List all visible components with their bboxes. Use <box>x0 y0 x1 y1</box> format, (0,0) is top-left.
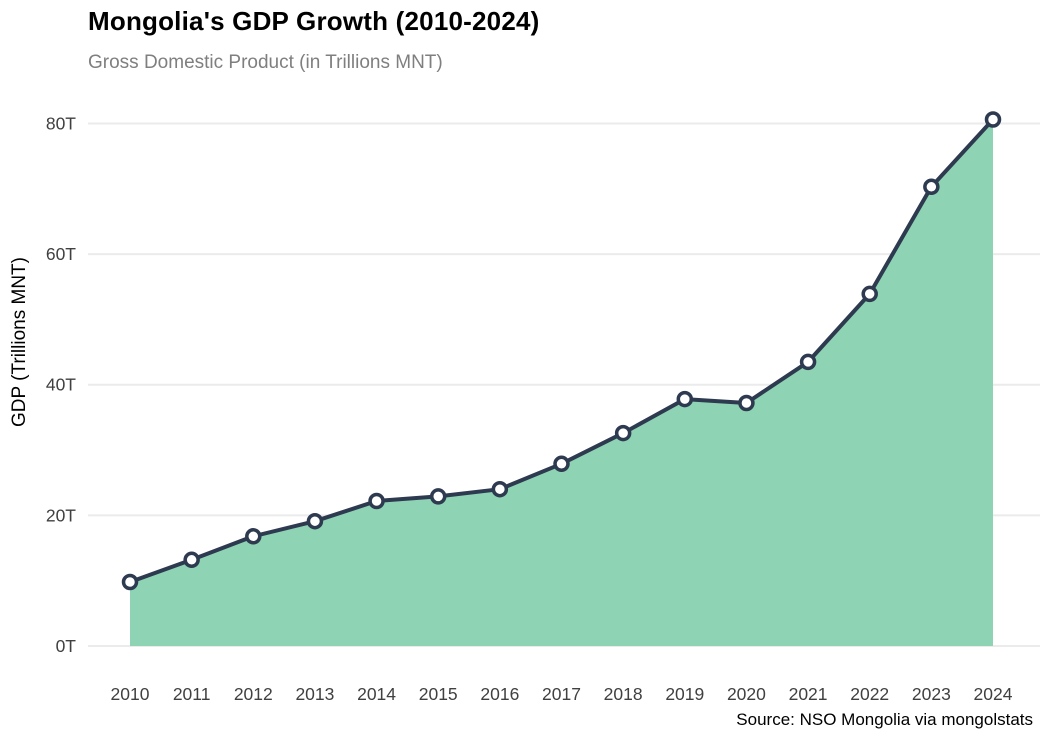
y-tick-label: 20T <box>46 505 76 525</box>
data-point-2014 <box>368 492 385 510</box>
data-point-2010 <box>121 573 139 591</box>
y-tick-label: 80T <box>46 113 76 133</box>
x-tick-label: 2010 <box>111 684 150 704</box>
y-tick-label: 0T <box>56 636 77 656</box>
data-point-2023 <box>923 178 940 196</box>
data-point-2019 <box>676 390 694 408</box>
x-tick-label: 2014 <box>357 684 396 704</box>
x-tick-label: 2024 <box>974 684 1013 704</box>
gdp-area-fill <box>130 119 993 646</box>
x-tick-label: 2011 <box>173 684 211 704</box>
data-point-2012 <box>245 528 262 545</box>
x-tick-label: 2017 <box>542 684 581 704</box>
data-point-2020 <box>738 394 755 412</box>
data-point-2017 <box>553 455 570 473</box>
data-point-2022 <box>861 285 878 303</box>
x-tick-label: 2023 <box>912 684 951 704</box>
data-point-2021 <box>799 353 817 371</box>
x-tick-label: 2020 <box>727 684 766 704</box>
x-tick-label: 2016 <box>480 684 519 704</box>
y-axis-title: GDP (Trillions MNT) <box>9 257 30 427</box>
data-point-2016 <box>491 480 509 498</box>
data-point-2013 <box>306 512 324 530</box>
data-point-2018 <box>614 424 632 442</box>
data-point-2015 <box>429 488 447 505</box>
x-tick-label: 2022 <box>850 684 889 704</box>
chart-title: Mongolia's GDP Growth (2010-2024) <box>88 6 540 36</box>
chart-subtitle: Gross Domestic Product (in Trillions MNT… <box>88 52 443 73</box>
data-point-2024 <box>984 111 1002 128</box>
x-tick-label: 2015 <box>419 684 458 704</box>
y-tick-label: 40T <box>46 375 76 395</box>
data-point-2011 <box>183 551 200 569</box>
x-tick-label: 2018 <box>604 684 643 704</box>
x-tick-label: 2012 <box>234 684 273 704</box>
x-tick-label: 2021 <box>789 684 828 704</box>
source-note: Source: NSO Mongolia via mongolstats <box>736 710 1033 729</box>
x-tick-label: 2019 <box>665 684 704 704</box>
y-tick-label: 60T <box>46 244 76 264</box>
x-tick-label: 2013 <box>295 684 334 704</box>
